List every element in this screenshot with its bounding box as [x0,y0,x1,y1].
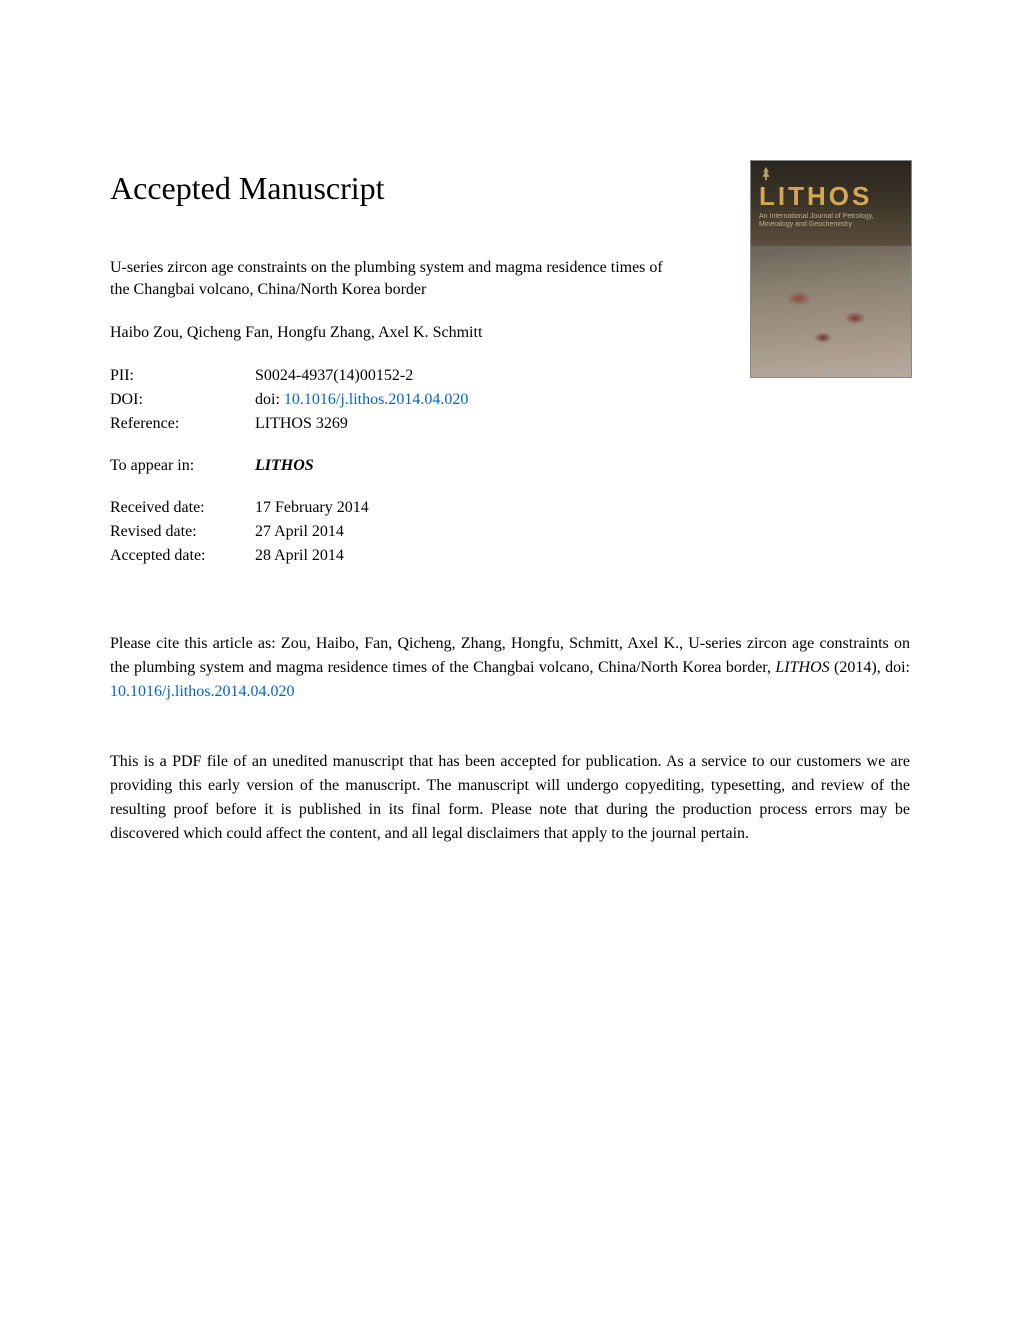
received-label: Received date: [110,496,255,520]
doi-value: doi: 10.1016/j.lithos.2014.04.020 [255,388,910,412]
reference-value: LITHOS 3269 [255,412,910,436]
revised-row: Revised date: 27 April 2014 [110,520,910,544]
revised-value: 27 April 2014 [255,520,910,544]
appear-row: To appear in: LITHOS [110,454,910,478]
pii-label: PII: [110,364,255,388]
received-value: 17 February 2014 [255,496,910,520]
dates-table: Received date: 17 February 2014 Revised … [110,496,910,568]
article-title: U-series zircon age constraints on the p… [110,257,680,302]
doi-row: DOI: doi: 10.1016/j.lithos.2014.04.020 [110,388,910,412]
cover-rock-image [751,246,911,377]
accepted-value: 28 April 2014 [255,544,910,568]
accepted-row: Accepted date: 28 April 2014 [110,544,910,568]
accepted-label: Accepted date: [110,544,255,568]
appear-table: To appear in: LITHOS [110,454,910,478]
appear-label: To appear in: [110,454,255,478]
revised-label: Revised date: [110,520,255,544]
journal-cover-thumbnail: LITHOS An International Journal of Petro… [750,160,912,378]
cover-logo: LITHOS [759,181,872,212]
citation-text: Please cite this article as: Zou, Haibo,… [110,632,910,704]
doi-label: DOI: [110,388,255,412]
disclaimer-text: This is a PDF file of an unedited manusc… [110,750,910,846]
reference-row: Reference: LITHOS 3269 [110,412,910,436]
citation-journal: LITHOS [775,659,829,676]
received-row: Received date: 17 February 2014 [110,496,910,520]
doi-link[interactable]: 10.1016/j.lithos.2014.04.020 [284,391,468,408]
cover-subtitle: An International Journal of Petrology, M… [759,213,903,230]
citation-doi-link[interactable]: 10.1016/j.lithos.2014.04.020 [110,683,294,700]
citation-year: (2014), doi: [830,659,910,676]
cover-url: www.elsevier.com/locate/lithos [824,367,905,373]
reference-label: Reference: [110,412,255,436]
appear-value: LITHOS [255,454,910,478]
doi-prefix: doi: [255,391,284,408]
